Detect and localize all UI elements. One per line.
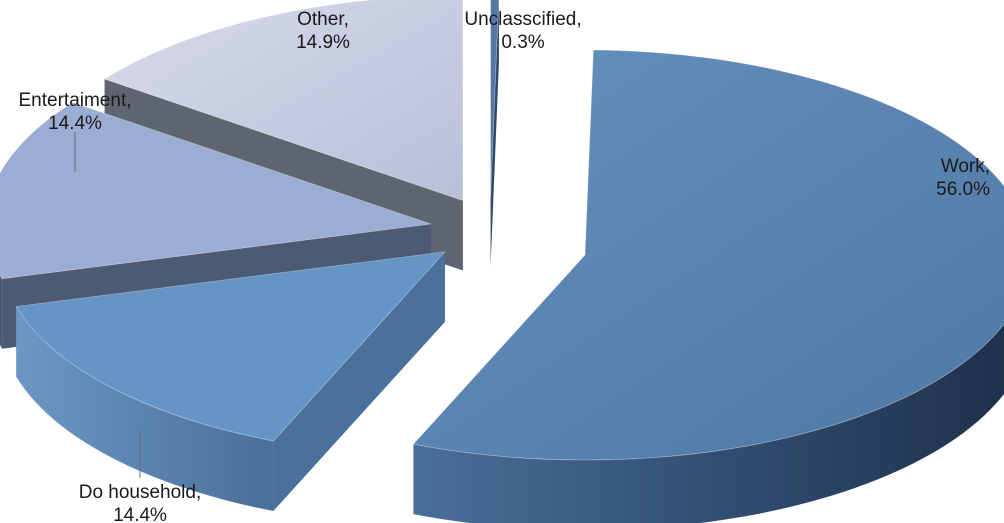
slice-side bbox=[0, 274, 3, 349]
slice-do-household bbox=[15, 251, 447, 511]
label-name: Entertaiment, bbox=[19, 90, 132, 111]
data-label-do-household: Do household, 14.4% bbox=[79, 482, 202, 523]
label-value: 14.4% bbox=[113, 505, 167, 523]
label-name: Do household, bbox=[79, 482, 202, 503]
slice-wall bbox=[490, 0, 499, 268]
slice-top bbox=[412, 49, 1004, 461]
data-label-work: Work, 56.0% bbox=[936, 156, 990, 200]
label-name: Other, bbox=[297, 9, 349, 30]
data-label-entertaiment: Entertaiment, 14.4% bbox=[19, 90, 132, 134]
slice-unclasscified bbox=[490, 0, 500, 268]
slice-top bbox=[15, 251, 447, 442]
slice-side bbox=[16, 306, 274, 511]
label-value: 14.4% bbox=[48, 113, 102, 134]
slice-top bbox=[103, 0, 464, 202]
slice-top bbox=[490, 0, 500, 198]
label-name: Unclasscified, bbox=[464, 9, 581, 30]
slice-wall bbox=[273, 251, 445, 511]
slice-side bbox=[413, 323, 1004, 523]
slice-top bbox=[0, 102, 432, 280]
slice-work bbox=[412, 49, 1004, 523]
label-value: 56.0% bbox=[936, 179, 990, 200]
label-value: 14.9% bbox=[296, 32, 350, 53]
data-label-other: Other, 14.9% bbox=[296, 9, 350, 53]
label-value: 0.3% bbox=[501, 32, 544, 53]
label-name: Work, bbox=[941, 156, 990, 177]
data-label-unclasscified: Unclasscified, 0.3% bbox=[464, 9, 581, 53]
